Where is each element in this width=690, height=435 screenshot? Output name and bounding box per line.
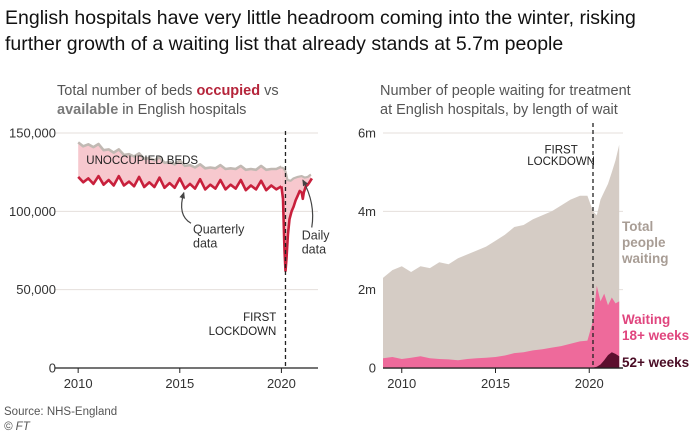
series-label-total: Total	[622, 219, 653, 234]
headline-line: English hospitals have very little headr…	[5, 7, 636, 29]
x-tick-label: 2015	[165, 376, 194, 391]
annotation-quarterly-data: Quarterly	[193, 222, 245, 236]
arrow-daily	[302, 179, 314, 228]
credit: © FT	[4, 421, 30, 433]
x-tick-label: 2020	[267, 376, 296, 391]
series-label-18-weeks: 18+ weeks	[622, 328, 689, 343]
headline: English hospitals have very little headr…	[5, 5, 685, 57]
x-tick-label: 2020	[575, 376, 604, 391]
annotation-quarterly-data: data	[193, 236, 217, 250]
x-tick-label: 2015	[481, 376, 510, 391]
y-tick-label: 100,000	[9, 204, 56, 219]
right-chart-subtitle: Number of people waiting for treatment a…	[380, 82, 631, 120]
subtitle-available: available	[57, 102, 119, 118]
annotation-daily-data: data	[302, 243, 326, 257]
x-tick-label: 2010	[64, 376, 93, 391]
available-beds-line	[77, 141, 282, 172]
annotation-daily-data: Daily	[302, 229, 331, 243]
subtitle-text: Total number of beds	[57, 83, 197, 99]
total-waiting-area	[383, 144, 620, 368]
arrow-quarterly	[179, 191, 192, 224]
y-tick-label: 0	[369, 361, 376, 376]
series-label-total: people	[622, 235, 666, 250]
series-label-total: waiting	[621, 251, 669, 266]
subtitle-text: in English hospitals	[118, 102, 247, 118]
y-tick-label: 150,000	[9, 126, 56, 141]
waiting-18-weeks-area	[383, 285, 620, 368]
y-tick-label: 0	[49, 361, 56, 376]
footer: Source: NHS-England © FT	[4, 405, 117, 435]
annotation-first-lockdown: FIRST	[545, 144, 578, 156]
annotation-first-lockdown: FIRST	[243, 312, 276, 324]
available-beds-daily-line	[280, 166, 312, 182]
annotation-unoccupied-beds: UNOCCUPIED BEDS	[86, 155, 198, 167]
y-tick-label: 4m	[358, 204, 376, 219]
y-tick-label: 6m	[358, 126, 376, 141]
subtitle-occupied: occupied	[196, 83, 261, 99]
subtitle-text: Number of people waiting for treatment	[380, 83, 631, 99]
headline-line: further growth of a waiting list that al…	[5, 33, 564, 55]
annotation-first-lockdown: LOCKDOWN	[527, 156, 595, 168]
series-label-18-weeks: Waiting	[622, 312, 670, 327]
occupied-beds-line	[77, 174, 283, 192]
annotation-first-lockdown: LOCKDOWN	[209, 326, 277, 338]
series-label-52-weeks: 52+ weeks	[622, 355, 689, 370]
subtitle-text: vs	[260, 83, 279, 99]
source-note: Source: NHS-England	[4, 406, 118, 418]
x-tick-label: 2010	[387, 376, 416, 391]
y-tick-label: 2m	[358, 282, 376, 297]
left-chart-subtitle: Total number of beds occupied vs availab…	[57, 82, 279, 120]
y-tick-label: 50,000	[16, 282, 56, 297]
subtitle-text: at English hospitals, by length of wait	[380, 102, 618, 118]
